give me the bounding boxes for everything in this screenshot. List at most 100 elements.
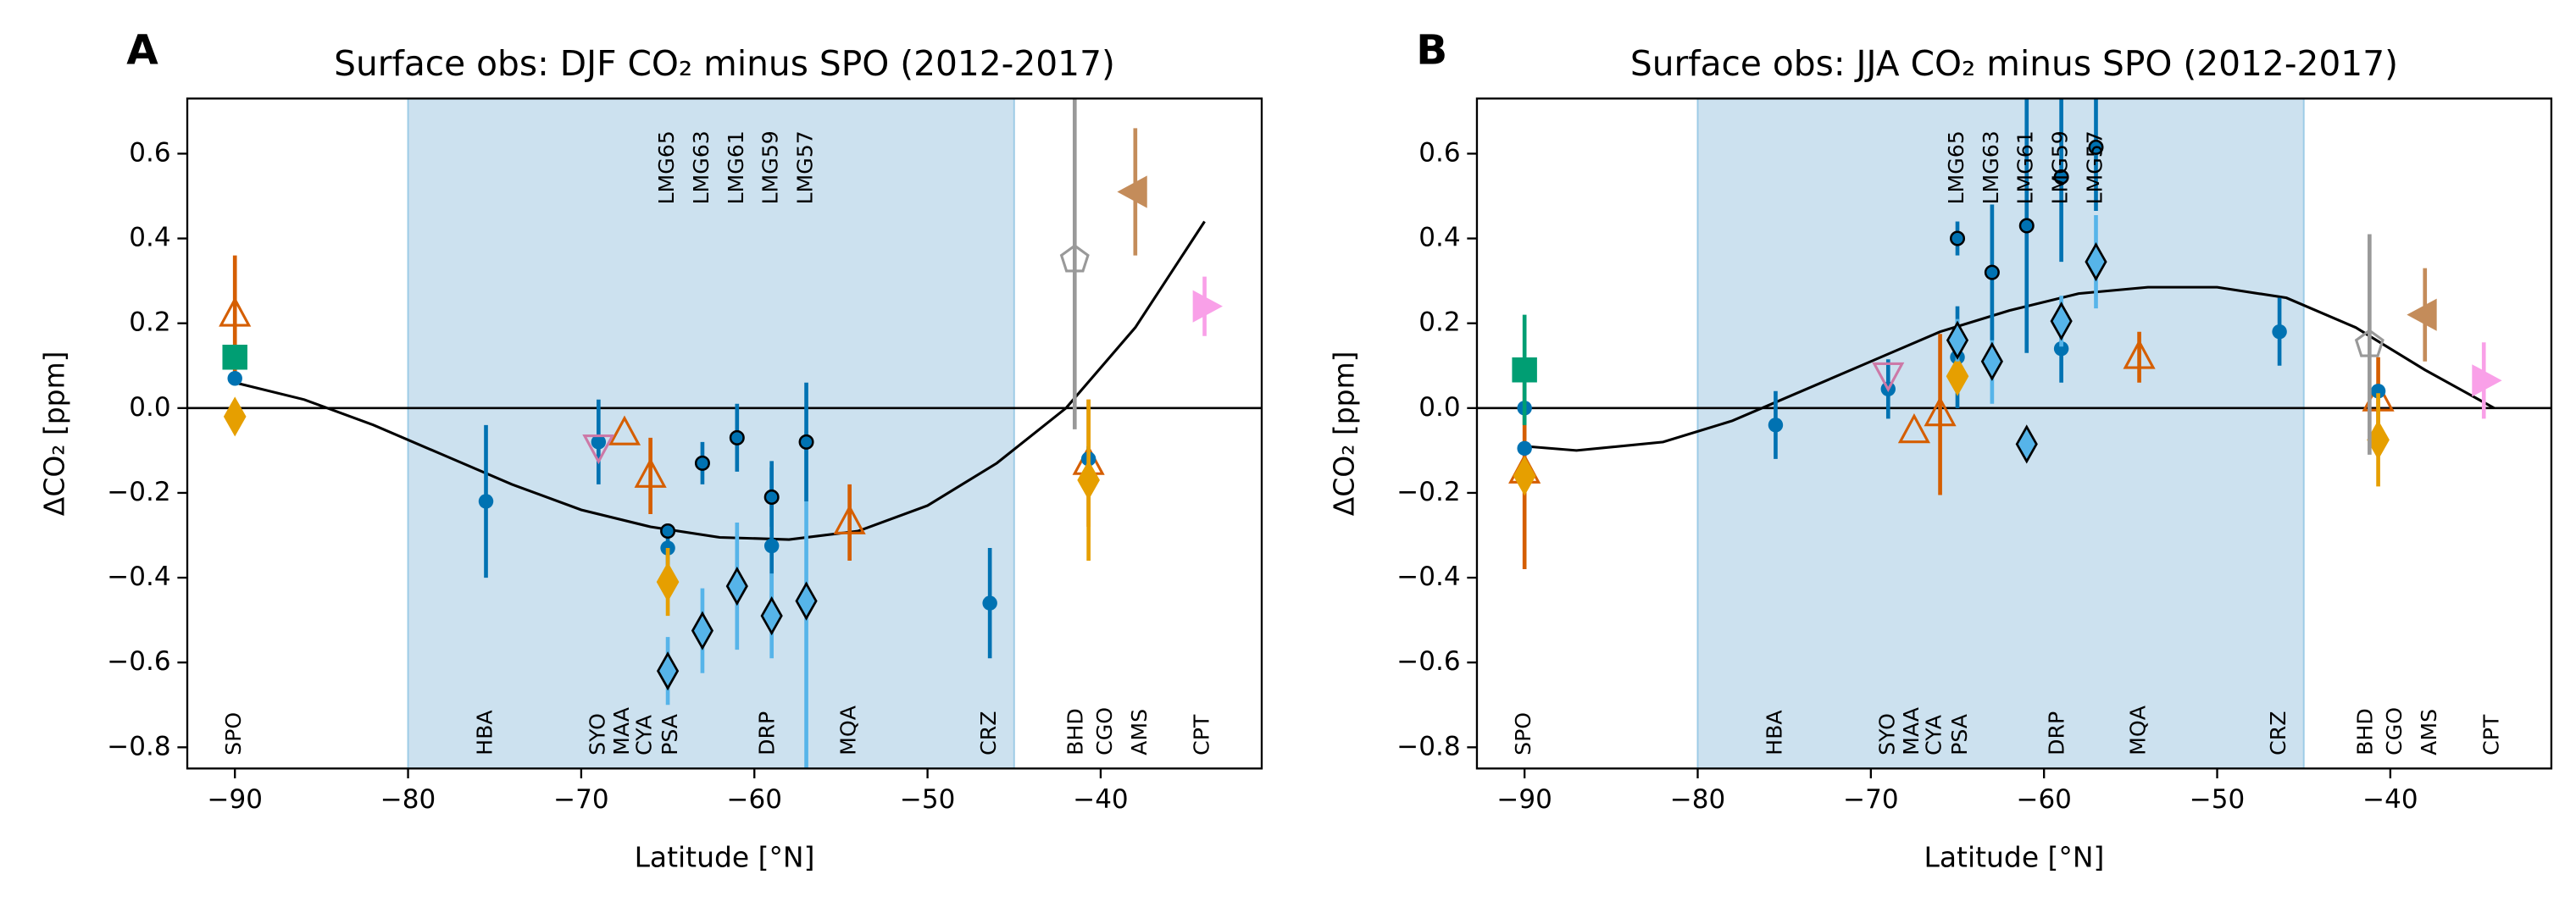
- marker: [2018, 218, 2035, 234]
- x-tick-label: −70: [1843, 784, 1898, 815]
- station-label: AMS: [1127, 709, 1152, 755]
- panel-label: A: [126, 27, 158, 75]
- station-label: BHD: [2352, 708, 2377, 755]
- marker: [694, 455, 710, 471]
- station-label: SYO: [585, 713, 609, 755]
- marker: [2272, 324, 2287, 340]
- station-label: MQA: [836, 705, 861, 755]
- marker: [982, 595, 997, 611]
- marker: [2085, 241, 2107, 282]
- station-label: CGO: [1092, 707, 1117, 755]
- marker: [763, 538, 780, 554]
- y-tick-label: −0.8: [1396, 731, 1460, 761]
- marker: [1984, 264, 2000, 280]
- station-label: CYA: [1921, 714, 1946, 755]
- shaded-region: [1696, 98, 2305, 769]
- marker: [582, 434, 615, 465]
- y-tick-label: −0.2: [107, 477, 170, 507]
- x-tick-label: −90: [1496, 784, 1552, 815]
- marker: [1946, 356, 1969, 396]
- marker: [2088, 139, 2104, 155]
- ship-label: LMG59: [758, 130, 783, 204]
- y-axis-label: ΔCO₂ [ppm]: [1327, 351, 1360, 516]
- marker: [1872, 362, 1905, 393]
- marker: [2472, 364, 2502, 397]
- marker: [608, 415, 641, 445]
- x-tick-label: −50: [900, 784, 955, 815]
- panel-label: B: [1416, 27, 1447, 75]
- marker: [760, 596, 783, 636]
- station-label: CRZ: [976, 711, 1001, 755]
- y-tick-label: −0.4: [107, 562, 170, 592]
- marker: [691, 611, 714, 650]
- marker: [478, 494, 494, 509]
- station-label: CGO: [2382, 707, 2407, 755]
- marker: [1924, 396, 1957, 427]
- x-axis-label: Latitude [°N]: [1924, 841, 2105, 874]
- marker: [1059, 244, 1090, 273]
- fit-curve: [1524, 285, 2496, 452]
- marker: [725, 566, 748, 606]
- marker: [656, 562, 680, 602]
- marker: [2370, 384, 2386, 399]
- x-tick-label: −70: [553, 784, 608, 815]
- fit-curve: [234, 220, 1206, 541]
- station-label: DRP: [755, 711, 780, 755]
- marker: [2123, 339, 2156, 369]
- ship-label: LMG59: [2048, 130, 2073, 204]
- y-tick-label: 0.4: [129, 223, 170, 253]
- x-tick-label: −40: [2362, 784, 2418, 815]
- y-tick-label: 0.6: [1418, 137, 1460, 168]
- marker: [1950, 230, 1966, 246]
- x-tick-label: −90: [207, 784, 262, 815]
- station-label: AMS: [2417, 709, 2441, 755]
- x-tick-label: −50: [2190, 784, 2245, 815]
- marker: [798, 434, 814, 450]
- marker: [1946, 320, 1969, 360]
- marker: [729, 429, 745, 445]
- marker: [2367, 419, 2390, 460]
- marker: [1768, 418, 1784, 433]
- x-tick-label: −60: [2016, 784, 2071, 815]
- marker: [795, 581, 818, 621]
- shaded-region: [407, 98, 1015, 769]
- y-tick-label: 0.0: [1418, 392, 1460, 423]
- marker: [2407, 298, 2437, 331]
- marker: [1517, 440, 1532, 457]
- x-tick-label: −60: [727, 784, 782, 815]
- marker: [2053, 169, 2069, 185]
- x-axis-label: Latitude [°N]: [635, 841, 815, 874]
- x-tick-label: −40: [1073, 784, 1128, 815]
- station-label: CRZ: [2266, 711, 2290, 755]
- marker: [2015, 424, 2038, 464]
- station-label: CYA: [632, 714, 657, 755]
- station-label: PSA: [1947, 713, 1972, 755]
- marker: [1512, 357, 1537, 383]
- marker: [833, 504, 866, 534]
- ship-label: LMG57: [793, 130, 818, 204]
- marker: [660, 523, 676, 540]
- y-tick-label: 0.0: [129, 392, 170, 423]
- marker: [219, 296, 252, 327]
- marker: [227, 371, 242, 386]
- marker: [2050, 302, 2073, 341]
- ship-label: LMG65: [1944, 130, 1968, 204]
- marker: [2354, 329, 2384, 357]
- y-tick-label: −0.2: [1396, 477, 1460, 507]
- marker: [1077, 460, 1100, 501]
- station-label: CPT: [1190, 714, 1214, 755]
- y-tick-label: 0.2: [129, 307, 170, 338]
- ship-label: LMG61: [724, 130, 748, 204]
- y-axis-label: ΔCO₂ [ppm]: [37, 351, 70, 516]
- station-label: SYO: [1874, 713, 1899, 755]
- station-label: HBA: [473, 710, 497, 755]
- marker: [223, 396, 247, 437]
- ship-label: LMG63: [1979, 130, 2003, 204]
- plot-area: [187, 98, 1262, 769]
- y-tick-label: −0.4: [1396, 562, 1460, 592]
- station-label: HBA: [1762, 710, 1786, 755]
- station-label: BHD: [1063, 708, 1087, 755]
